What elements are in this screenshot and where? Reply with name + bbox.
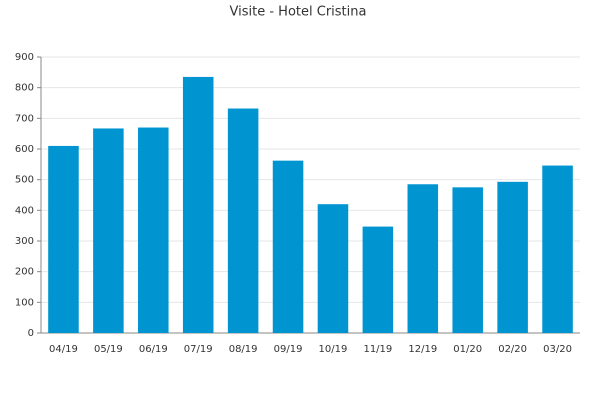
bar — [497, 181, 528, 333]
bar — [542, 165, 573, 333]
x-tick-label: 12/19 — [408, 344, 437, 355]
y-tick-label: 500 — [15, 175, 34, 186]
x-tick-label: 03/20 — [543, 344, 572, 355]
bar — [407, 184, 439, 333]
y-tick-label: 700 — [15, 113, 34, 124]
bar — [182, 76, 214, 333]
bar — [48, 145, 79, 333]
y-tick-label: 400 — [15, 205, 34, 216]
bar — [272, 160, 304, 333]
x-tick-label: 01/20 — [453, 344, 482, 355]
x-tick-label: 10/19 — [319, 344, 348, 355]
y-tick-label: 800 — [15, 83, 34, 94]
x-tick-label: 09/19 — [274, 344, 303, 355]
y-tick-label: 300 — [15, 236, 34, 247]
chart-title: Visite - Hotel Cristina — [230, 5, 367, 20]
bar — [227, 108, 259, 334]
x-tick-label: 08/19 — [229, 344, 258, 355]
x-tick-label: 05/19 — [94, 344, 123, 355]
y-tick-label: 900 — [15, 52, 34, 63]
x-tick-label: 11/19 — [363, 344, 392, 355]
y-tick-label: 600 — [15, 144, 34, 155]
x-tick-label: 07/19 — [184, 344, 213, 355]
y-tick-label: 0 — [28, 328, 34, 339]
bar — [362, 226, 394, 333]
bar — [93, 128, 124, 333]
y-tick-label: 100 — [15, 297, 34, 308]
bar — [452, 187, 483, 333]
x-tick-label: 04/19 — [49, 344, 78, 355]
x-tick-label: 06/19 — [139, 344, 168, 355]
bar — [138, 127, 169, 334]
y-tick-label: 200 — [15, 267, 34, 278]
bar — [317, 204, 349, 333]
x-tick-label: 02/20 — [498, 344, 527, 355]
